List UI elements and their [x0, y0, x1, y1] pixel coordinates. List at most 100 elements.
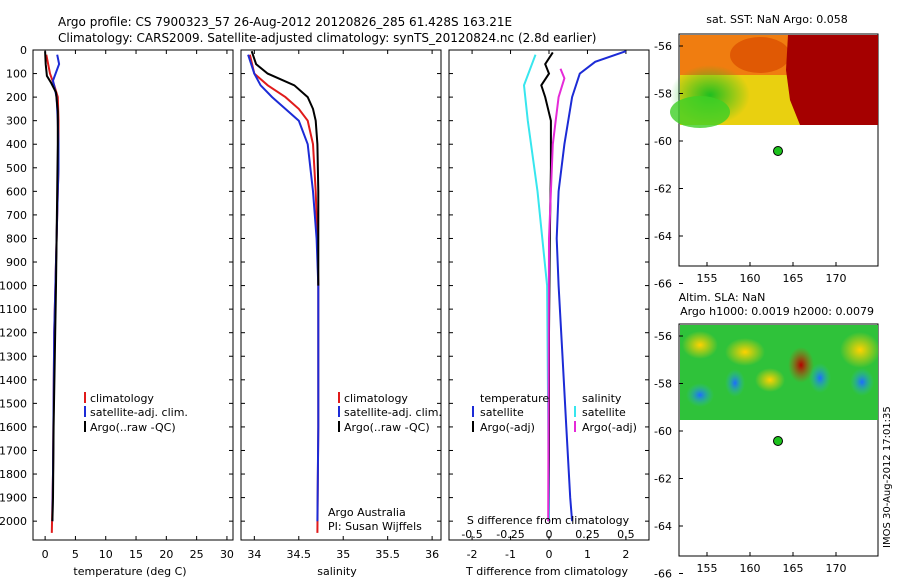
credit-line-2: PI: Susan Wijffels: [328, 520, 422, 533]
map-y-tick-label: -60: [654, 135, 672, 148]
x-tick-label: 1: [584, 548, 591, 561]
depth-tick-label: 400: [6, 138, 27, 151]
depth-tick-label: 500: [6, 162, 27, 175]
s-tick-label: 0.5: [617, 528, 635, 541]
map-y-tick-label: -64: [654, 230, 672, 243]
depth-tick-label: 900: [6, 256, 27, 269]
map-y-tick-label: -62: [654, 183, 672, 196]
map-x-tick-label: 170: [826, 272, 847, 285]
legend-swatch-t-argo: [472, 421, 474, 432]
x-tick-label: 0: [42, 548, 49, 561]
legend-label: Argo(-adj): [480, 421, 535, 434]
map-x-tick-label: 160: [740, 562, 761, 575]
depth-tick-label: 600: [6, 185, 27, 198]
series-line: [247, 54, 320, 522]
legend-swatch-s-satellite: [574, 406, 576, 417]
x-tick-label: 2: [622, 548, 629, 561]
x-tick-label: 20: [159, 548, 173, 561]
legend-label: Argo(..raw -QC): [90, 421, 176, 434]
x-tick-label: 34: [247, 548, 261, 561]
sla-patch: [682, 331, 718, 359]
x-tick-label: 25: [190, 548, 204, 561]
depth-tick-label: 1100: [0, 303, 27, 316]
temperature-legend: climatology satellite-adj. clim. Argo(..…: [84, 392, 188, 434]
depth-tick-label: 100: [6, 68, 27, 81]
legend-label: Argo(-adj): [582, 421, 637, 434]
legend-label: climatology: [90, 392, 154, 405]
sla-low-anomaly: [809, 363, 831, 393]
legend-swatch-argo: [84, 421, 86, 432]
depth-tick-label: 2000: [0, 515, 27, 528]
x-tick-label: -2: [467, 548, 478, 561]
legend-swatch-s-argo: [574, 421, 576, 432]
legend-swatch-climatology: [84, 392, 86, 403]
temperature-plot: 0 5 10 15 20 25 30: [42, 50, 234, 561]
header-subtitle: Climatology: CARS2009. Satellite-adjuste…: [58, 31, 596, 45]
depth-tick-label: 1400: [0, 374, 27, 387]
temperature-xlabel: temperature (deg C): [73, 565, 186, 578]
argo-location-marker: [773, 436, 783, 446]
salinity-xlabel: salinity: [317, 565, 357, 578]
difference-xlabel-top: S difference from climatology: [467, 514, 630, 527]
x-tick-label: 34.5: [287, 548, 312, 561]
map-x-tick-label: 165: [783, 272, 804, 285]
salinity-legend: climatology satellite-adj. clim. Argo(..…: [328, 392, 442, 533]
map-y-tick-label: -64: [654, 520, 672, 533]
legend-title-salinity: salinity: [582, 392, 622, 405]
map-y-tick-label: -58: [654, 88, 672, 101]
legend-label: Argo(..raw -QC): [344, 421, 430, 434]
sst-orange-patch: [730, 37, 790, 73]
argo-location-marker: [773, 146, 783, 156]
sst-map: [670, 33, 879, 267]
sla-map: [678, 323, 880, 557]
series-line: [250, 50, 320, 286]
legend-swatch-satellite: [338, 406, 340, 417]
map-y-tick-label: -56: [654, 330, 672, 343]
depth-tick-label: 0: [20, 44, 27, 57]
x-tick-label: 30: [220, 548, 234, 561]
sla-low-anomaly: [686, 383, 714, 407]
series-line: [555, 50, 627, 522]
depth-tick-label: 1600: [0, 421, 27, 434]
legend-label: climatology: [344, 392, 408, 405]
x-tick-label: 10: [99, 548, 113, 561]
depth-tick-label: 800: [6, 232, 27, 245]
s-tick-label: 0: [546, 528, 553, 541]
map-y-tick-label: -62: [654, 473, 672, 486]
map-y-tick-label: -56: [654, 40, 672, 53]
temperature-panel: [32, 49, 234, 541]
salinity-panel: [240, 49, 442, 541]
x-tick-label: 36: [425, 548, 439, 561]
x-tick-label: -1: [505, 548, 516, 561]
s-tick-label: -0.25: [496, 528, 524, 541]
map-x-tick-label: 160: [740, 272, 761, 285]
x-tick-label: 0: [546, 548, 553, 561]
series-line: [522, 54, 550, 522]
map-x-tick-label: 165: [783, 562, 804, 575]
x-tick-label: 15: [129, 548, 143, 561]
header-title: Argo profile: CS 7900323_57 26-Aug-2012 …: [58, 15, 512, 29]
x-tick-label: 35.5: [375, 548, 400, 561]
legend-swatch-argo: [338, 421, 340, 432]
depth-tick-label: 1200: [0, 327, 27, 340]
depth-tick-label: 300: [6, 115, 27, 128]
sla-map-subtitle: Argo h1000: 0.0019 h2000: 0.0079: [680, 305, 874, 318]
map-y-tick-label: -66: [654, 568, 672, 580]
sst-green-patch: [670, 96, 730, 128]
legend-title-temperature: temperature: [480, 392, 549, 405]
sla-high-anomaly: [788, 347, 814, 383]
salinity-plot: 34 34.5 35 35.5 36: [247, 50, 439, 561]
sst-map-title: sat. SST: NaN Argo: 0.058: [706, 13, 847, 26]
depth-tick-label: 200: [6, 91, 27, 104]
map-x-tick-label: 170: [826, 562, 847, 575]
x-tick-label: 35: [336, 548, 350, 561]
difference-legend: temperature satellite Argo(-adj) salinit…: [472, 392, 637, 434]
series-line: [248, 54, 320, 533]
depth-tick-label: 1300: [0, 350, 27, 363]
credit-line-1: Argo Australia: [328, 506, 406, 519]
map-y-tick-label: -60: [654, 425, 672, 438]
depth-axis: 0 100 200 300 400 500 600 700 800 900 1000 1100 1200…: [0, 44, 649, 528]
sla-low-anomaly: [725, 369, 745, 397]
legend-swatch-t-satellite: [472, 406, 474, 417]
